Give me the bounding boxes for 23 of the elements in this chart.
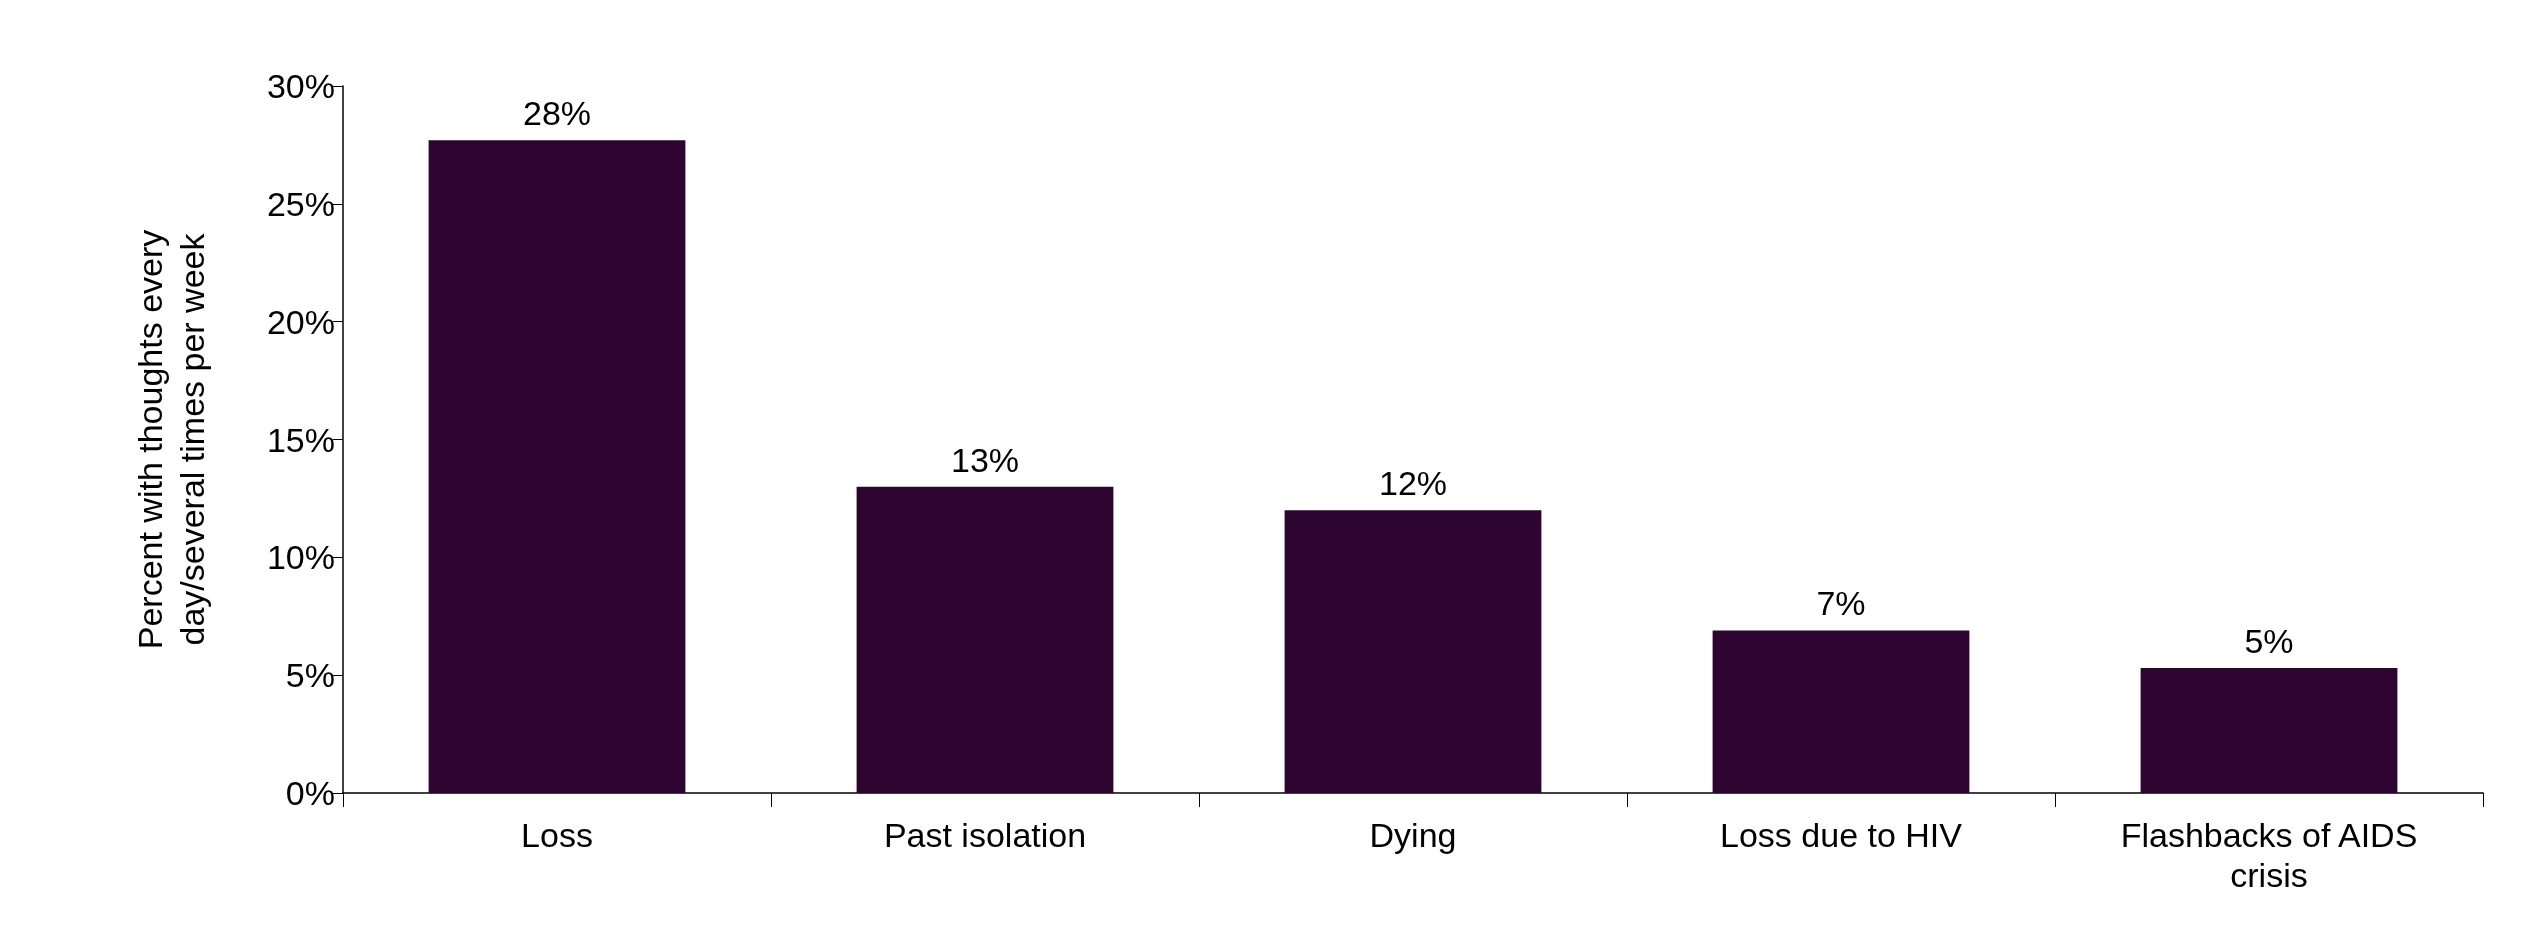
bar xyxy=(2140,668,2398,793)
y-tick-label: 0% xyxy=(285,774,335,812)
y-tick-label: 5% xyxy=(285,656,335,695)
bar xyxy=(856,486,1114,793)
data-label: 7% xyxy=(1816,584,1866,623)
x-tick-label: Dying xyxy=(1369,816,1457,854)
bar xyxy=(1284,510,1542,793)
y-tick-label: 30% xyxy=(266,67,335,105)
y-tick-label: 15% xyxy=(266,420,335,459)
bar xyxy=(428,140,686,793)
data-label: 5% xyxy=(2244,622,2294,661)
data-label: 12% xyxy=(1378,464,1448,503)
x-tick-label: Loss xyxy=(521,816,593,854)
x-tick-label: Flashbacks of AIDS crisis xyxy=(2120,816,2418,894)
data-label: 28% xyxy=(522,94,592,133)
x-tick-label: Loss due to HIV xyxy=(1720,816,1963,854)
y-tick-label: 10% xyxy=(266,538,335,577)
data-label: 13% xyxy=(950,440,1020,479)
y-axis-title: Percent with thoughts every day/several times per week xyxy=(131,229,211,650)
bar xyxy=(1712,630,1970,793)
y-tick-label: 20% xyxy=(266,302,335,341)
y-tick-label: 25% xyxy=(266,184,335,223)
x-tick-label: Past isolation xyxy=(883,816,1087,854)
